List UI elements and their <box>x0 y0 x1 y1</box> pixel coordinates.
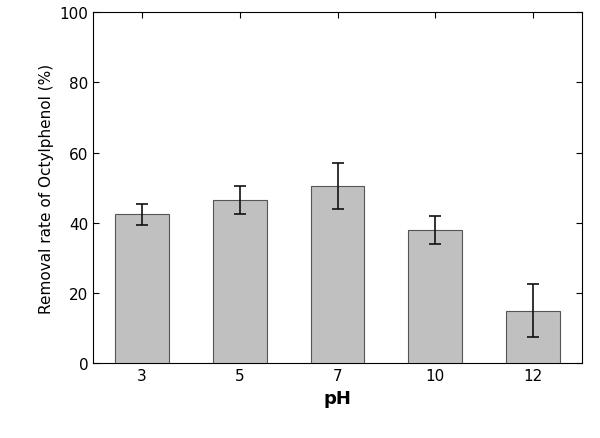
Bar <box>213 201 266 364</box>
X-axis label: pH: pH <box>323 389 352 407</box>
Bar <box>506 311 560 364</box>
Bar <box>115 215 169 364</box>
Bar <box>311 187 364 364</box>
Bar <box>409 230 462 364</box>
Y-axis label: Removal rate of Octylphenol (%): Removal rate of Octylphenol (%) <box>39 64 54 313</box>
